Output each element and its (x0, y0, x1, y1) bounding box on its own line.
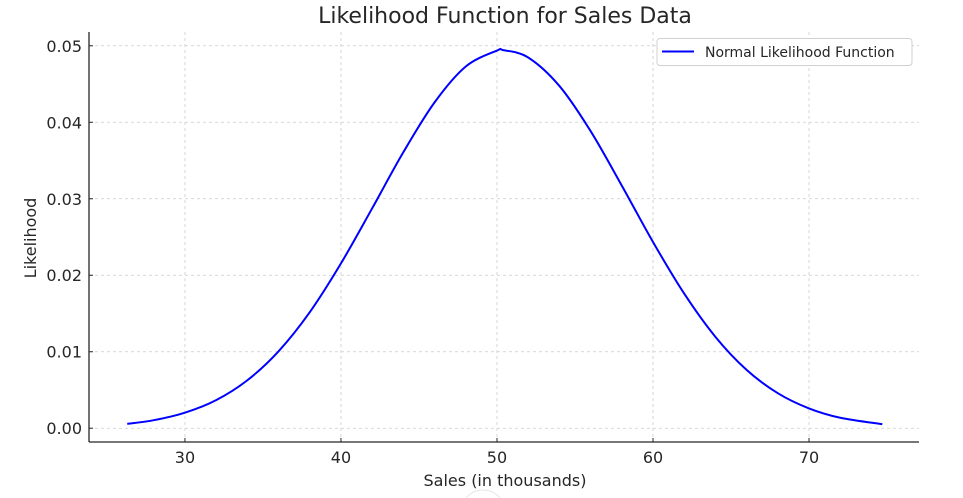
y-tick-label: 0.04 (46, 113, 82, 132)
series-lines (127, 47, 883, 426)
y-tick-label: 0.02 (46, 266, 82, 285)
x-ticks: 30 40 50 60 70 (175, 438, 819, 467)
legend: Normal Likelihood Function (656, 38, 913, 66)
legend-label: Normal Likelihood Function (705, 45, 895, 61)
chart-title: Likelihood Function for Sales Data (318, 4, 692, 29)
scroll-indicator (465, 489, 501, 498)
axes (88, 32, 919, 443)
grid (89, 32, 919, 442)
y-axis-label: Likelihood (21, 198, 40, 279)
x-tick-label: 50 (487, 448, 507, 467)
y-ticks: 0.00 0.01 0.02 0.03 0.04 0.05 (46, 37, 93, 438)
x-tick-label: 60 (643, 448, 663, 467)
y-tick-label: 0.00 (46, 419, 82, 438)
series-line (127, 47, 883, 426)
x-tick-label: 30 (175, 448, 195, 467)
y-tick-label: 0.05 (46, 37, 82, 56)
legend-box (656, 38, 913, 66)
y-tick-label: 0.01 (46, 343, 82, 362)
x-tick-label: 40 (331, 448, 351, 467)
x-tick-label: 70 (799, 448, 819, 467)
x-axis-label: Sales (in thousands) (424, 471, 587, 490)
y-tick-label: 0.03 (46, 190, 82, 209)
